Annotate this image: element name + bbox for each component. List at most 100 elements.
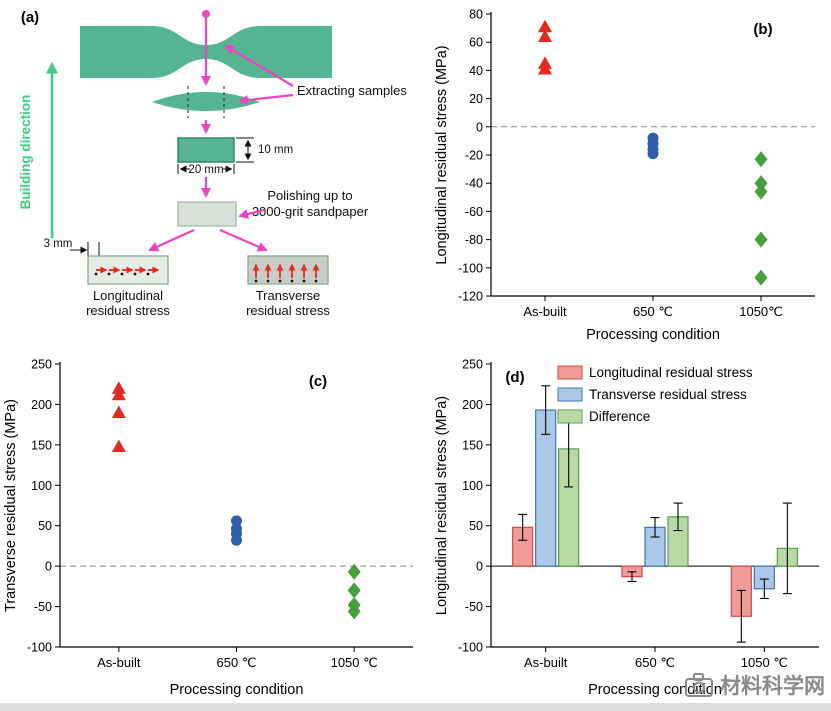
chart-d-stress-bars: 250 200 150 100 50 0 -50 -100 As-built 650 ℃ 1050 …: [434, 358, 819, 698]
y-tick-label: 0: [476, 560, 483, 574]
y-tick-label: 50: [38, 519, 52, 533]
y-tick-label: 150: [31, 438, 52, 452]
x-tick-label: 650 ℃: [633, 304, 673, 319]
x-axis-title: Processing condition: [586, 327, 720, 343]
x-tick-label: 1050℃: [739, 304, 783, 319]
panel-label: (c): [309, 373, 327, 390]
polishing-label-line1: Polishing up to: [267, 188, 352, 203]
y-tick-label: -60: [465, 205, 483, 219]
y-tick-label: 0: [45, 560, 52, 574]
x-axis-title: Processing condition: [588, 682, 722, 698]
chart-b-longitudinal-scatter: 80 60 40 20 0 -20 -40 -60 -80 -100 -120 As-built 650…: [434, 8, 815, 343]
dim-20mm: 20 mm: [177, 164, 235, 176]
y-tick-label: -100: [27, 641, 52, 655]
panel-label: (d): [505, 369, 524, 386]
y-tick-label: 100: [462, 479, 483, 493]
polished-sample-rect: [177, 201, 237, 227]
page-bottom-strip: [0, 703, 831, 711]
x-tick-label: 1050 ℃: [741, 655, 788, 670]
y-tick-label: -80: [465, 233, 483, 247]
polishing-label-line2: 3000-grit sandpaper: [252, 204, 369, 219]
data-point: [111, 405, 126, 419]
data-point: [754, 151, 768, 168]
camera-icon: [685, 673, 713, 697]
start-dot: [202, 10, 210, 18]
data-point: [111, 439, 126, 452]
y-tick-label: 250: [462, 358, 483, 372]
y-tick-label: 200: [31, 398, 52, 412]
data-point: [111, 381, 126, 394]
data-point: [538, 61, 552, 75]
dim-3mm-label: 3 mm: [44, 238, 73, 250]
data-point: [538, 29, 552, 43]
panel-label: (b): [753, 21, 772, 38]
y-axis-title: Transverse residual stress (MPa): [3, 399, 19, 612]
data-point: [754, 269, 768, 286]
panel-a-schematic: (a) Building direction Extracting sample…: [18, 9, 407, 318]
legend-label: Difference: [589, 409, 650, 424]
x-axis-title: Processing condition: [170, 682, 304, 698]
data-point: [347, 603, 361, 620]
y-tick-label: -120: [458, 290, 483, 304]
transverse-stress-arrows: [252, 263, 320, 283]
y-tick-label: -100: [458, 641, 483, 655]
y-axis-title: Longitudinal residual stress (MPa): [434, 45, 450, 264]
transverse-caption-line1: Transverse: [256, 288, 321, 303]
longitudinal-caption-line1: Longitudinal: [93, 288, 163, 303]
data-point: [538, 19, 552, 33]
y-tick-label: 80: [469, 8, 483, 22]
y-tick-label: -40: [465, 177, 483, 191]
dim-20mm-label: 20 mm: [188, 164, 223, 176]
legend-label: Transverse residual stress: [589, 387, 747, 402]
x-tick-label: 650 ℃: [635, 655, 675, 670]
x-tick-label: As-built: [523, 304, 567, 319]
extracting-samples-label: Extracting samples: [297, 83, 407, 98]
x-tick-label: 650 ℃: [217, 655, 257, 670]
data-point: [754, 231, 768, 248]
data-point: [347, 582, 361, 599]
y-tick-label: 100: [31, 479, 52, 493]
data-point: [647, 148, 659, 160]
y-tick-label: 40: [469, 64, 483, 78]
longitudinal-stress-arrows: [94, 266, 160, 276]
y-tick-label: 0: [476, 120, 483, 134]
legend-swatch: [557, 387, 583, 402]
y-tick-label: 60: [469, 36, 483, 50]
data-point: [111, 387, 126, 401]
building-direction-label: Building direction: [18, 95, 33, 210]
y-tick-label: -50: [465, 600, 483, 614]
y-tick-label: 150: [462, 438, 483, 452]
cut-sample-rect: [177, 137, 235, 163]
x-tick-label: As-built: [97, 655, 141, 670]
y-tick-label: 200: [462, 398, 483, 412]
longitudinal-caption-line2: residual stress: [86, 303, 170, 318]
dim-10mm: 10 mm: [236, 137, 293, 163]
polishing-arrow: [238, 208, 265, 219]
y-tick-label: 50: [469, 519, 483, 533]
panel-a-label: (a): [21, 9, 39, 26]
watermark: 材料科学网: [684, 670, 825, 700]
y-tick-label: 20: [469, 92, 483, 106]
x-tick-label: As-built: [524, 655, 568, 670]
data-point: [347, 563, 361, 580]
data-point: [754, 175, 768, 192]
data-point: [231, 515, 242, 527]
legend-swatch: [557, 365, 583, 380]
y-tick-label: -50: [34, 600, 52, 614]
x-tick-label: 1050 ℃: [331, 655, 378, 670]
extracted-slice-shape: [152, 92, 260, 111]
legend-swatch: [557, 409, 583, 424]
building-direction-arrow: Building direction: [18, 61, 58, 238]
data-point: [231, 534, 242, 546]
y-tick-label: -20: [465, 149, 483, 163]
y-axis-title: Longitudinal residual stress (MPa): [434, 396, 450, 615]
data-point: [754, 183, 768, 200]
transverse-caption-line2: residual stress: [246, 303, 330, 318]
chart-c-transverse-scatter: 250 200 150 100 50 0 -50 -100 As-built 650 ℃ 1050 …: [3, 358, 413, 698]
extracting-samples-arrows: [224, 44, 294, 106]
watermark-text: 材料科学网: [720, 675, 825, 698]
y-tick-label: 250: [31, 358, 52, 372]
dim-10mm-label: 10 mm: [258, 144, 293, 156]
dim-3mm: 3 mm: [44, 238, 100, 256]
